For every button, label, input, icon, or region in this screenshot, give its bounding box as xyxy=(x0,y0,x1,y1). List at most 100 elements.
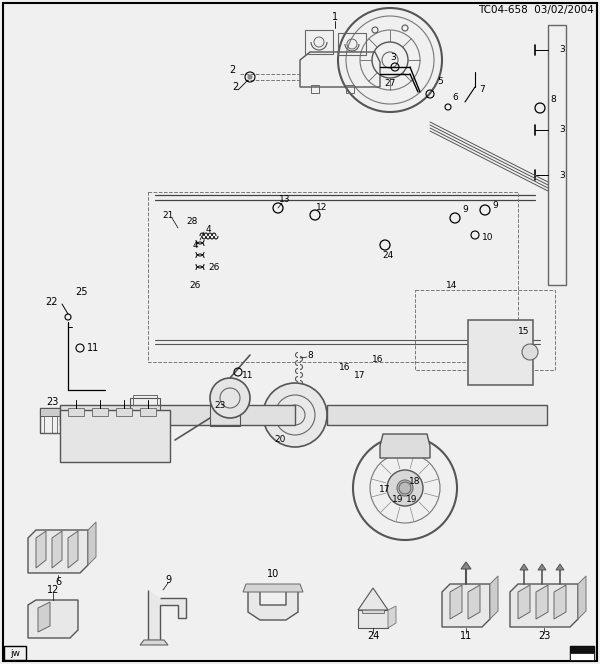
Bar xyxy=(40,408,85,433)
Polygon shape xyxy=(442,584,490,627)
Text: 16: 16 xyxy=(339,363,351,373)
Bar xyxy=(40,408,85,416)
Polygon shape xyxy=(68,531,78,568)
Polygon shape xyxy=(538,564,546,570)
Polygon shape xyxy=(536,585,548,619)
Bar xyxy=(358,610,388,628)
Text: jw: jw xyxy=(10,649,20,657)
Text: 11: 11 xyxy=(242,371,254,380)
Text: 8: 8 xyxy=(550,96,556,104)
Text: 8: 8 xyxy=(307,351,313,359)
Bar xyxy=(57,416,65,433)
Text: 15: 15 xyxy=(518,327,530,337)
Polygon shape xyxy=(461,562,471,569)
Bar xyxy=(4,646,26,660)
Text: 3: 3 xyxy=(559,171,565,179)
Text: 3: 3 xyxy=(559,125,565,135)
Polygon shape xyxy=(28,530,88,573)
Bar xyxy=(44,416,52,433)
Text: 2: 2 xyxy=(232,82,238,92)
Text: 16: 16 xyxy=(372,355,384,365)
Bar xyxy=(92,408,108,416)
Bar xyxy=(213,395,237,405)
Bar xyxy=(60,405,295,425)
Text: 17: 17 xyxy=(354,371,366,380)
Polygon shape xyxy=(510,584,578,627)
Text: 23: 23 xyxy=(538,631,550,641)
Text: 25: 25 xyxy=(76,287,88,297)
Polygon shape xyxy=(554,585,566,619)
Text: 24: 24 xyxy=(367,631,379,641)
Polygon shape xyxy=(520,564,528,570)
Text: 13: 13 xyxy=(279,195,291,205)
Circle shape xyxy=(522,344,538,360)
Text: 21: 21 xyxy=(163,210,173,220)
Polygon shape xyxy=(388,606,396,628)
Bar xyxy=(570,646,594,653)
Bar xyxy=(338,33,366,55)
Bar xyxy=(305,30,333,54)
Polygon shape xyxy=(28,600,78,638)
Text: 3: 3 xyxy=(559,46,565,54)
Text: 18: 18 xyxy=(409,477,421,487)
Polygon shape xyxy=(578,576,586,619)
Text: 10: 10 xyxy=(267,569,279,579)
Text: 28: 28 xyxy=(187,218,197,226)
Text: 12: 12 xyxy=(47,585,59,595)
Bar xyxy=(116,408,132,416)
Bar xyxy=(415,290,555,370)
Text: 6: 6 xyxy=(452,92,458,102)
Bar xyxy=(68,408,84,416)
Text: 11: 11 xyxy=(87,343,99,353)
Bar xyxy=(327,405,547,425)
Polygon shape xyxy=(38,602,50,632)
Polygon shape xyxy=(380,434,430,458)
Polygon shape xyxy=(358,588,388,610)
Bar xyxy=(346,85,354,93)
Circle shape xyxy=(397,480,413,496)
Text: 12: 12 xyxy=(316,203,328,212)
Circle shape xyxy=(210,378,250,418)
Text: 1: 1 xyxy=(332,12,338,22)
Text: 9: 9 xyxy=(492,201,498,210)
Text: 19: 19 xyxy=(406,495,418,505)
Text: 23: 23 xyxy=(214,400,226,410)
Bar xyxy=(311,85,319,93)
Circle shape xyxy=(263,383,327,447)
Text: 26: 26 xyxy=(208,264,220,272)
Text: 23: 23 xyxy=(46,397,58,407)
Polygon shape xyxy=(248,590,298,620)
Polygon shape xyxy=(140,640,168,645)
Text: 6: 6 xyxy=(55,577,61,587)
Polygon shape xyxy=(243,584,303,592)
Bar xyxy=(468,320,533,385)
Bar xyxy=(210,398,240,426)
Text: 24: 24 xyxy=(382,250,394,260)
Text: 4: 4 xyxy=(192,240,198,250)
Polygon shape xyxy=(490,576,498,619)
Polygon shape xyxy=(468,585,480,619)
Bar xyxy=(148,192,518,362)
Bar xyxy=(140,408,156,416)
Text: 3: 3 xyxy=(390,52,396,62)
Polygon shape xyxy=(88,522,96,565)
Bar xyxy=(70,416,78,433)
Polygon shape xyxy=(52,531,62,568)
Text: 2: 2 xyxy=(229,65,235,75)
Text: 20: 20 xyxy=(274,436,286,444)
Polygon shape xyxy=(518,585,530,619)
Text: 14: 14 xyxy=(446,280,458,290)
Polygon shape xyxy=(36,531,46,568)
Bar xyxy=(570,653,594,660)
Bar xyxy=(130,398,160,426)
Text: 19: 19 xyxy=(392,495,404,505)
Text: TC04-658  03/02/2004: TC04-658 03/02/2004 xyxy=(478,5,594,15)
Text: 5: 5 xyxy=(437,78,443,86)
Circle shape xyxy=(387,470,423,506)
Text: 7: 7 xyxy=(479,86,485,94)
Text: 10: 10 xyxy=(482,234,494,242)
Bar xyxy=(548,25,566,285)
Circle shape xyxy=(248,75,252,79)
Text: 22: 22 xyxy=(46,297,58,307)
Text: 11: 11 xyxy=(460,631,472,641)
